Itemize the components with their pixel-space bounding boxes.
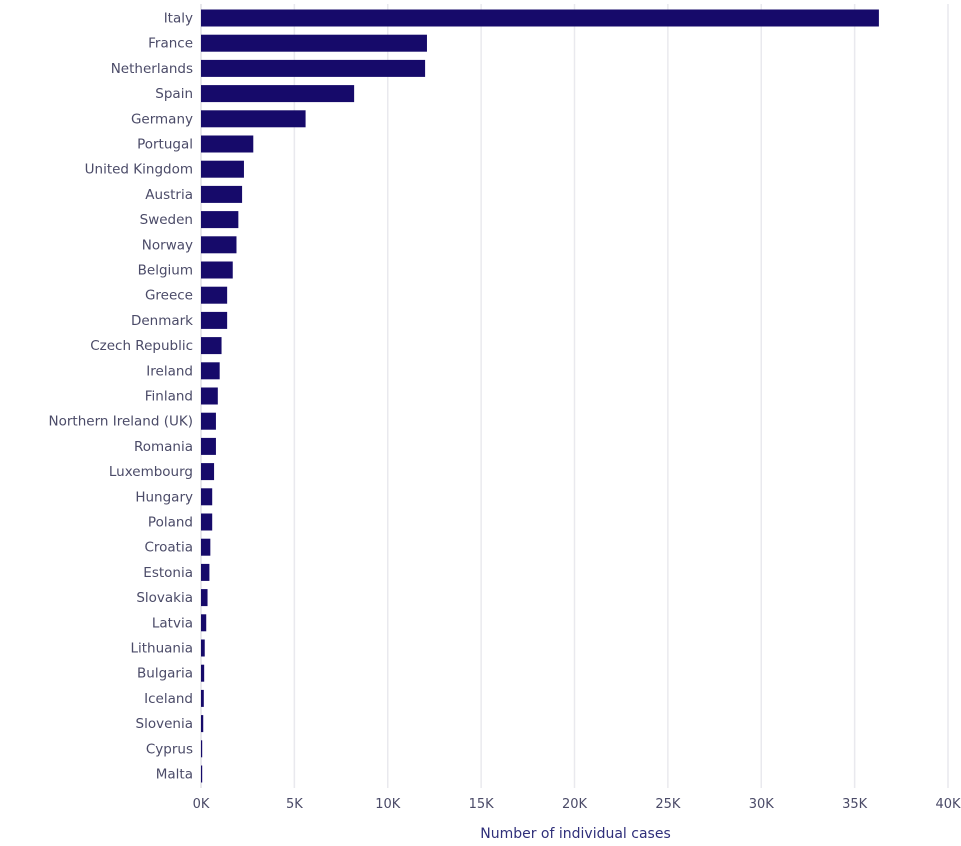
category-label: Finland xyxy=(145,389,193,405)
bars xyxy=(201,9,879,783)
category-label: Sweden xyxy=(140,212,193,228)
bar-sweden[interactable] xyxy=(201,211,239,229)
bar-italy[interactable] xyxy=(201,9,879,27)
bar-ireland[interactable] xyxy=(201,362,220,380)
bar-germany[interactable] xyxy=(201,110,306,128)
bar-poland[interactable] xyxy=(201,513,213,531)
bar-croatia[interactable] xyxy=(201,538,211,556)
category-label: Greece xyxy=(145,288,193,304)
category-label: Romania xyxy=(134,439,193,455)
category-label: Germany xyxy=(131,111,193,127)
category-label: Iceland xyxy=(144,691,193,707)
category-label: Lithuania xyxy=(130,641,193,657)
x-tick-label: 20K xyxy=(562,797,588,812)
bar-austria[interactable] xyxy=(201,185,243,203)
bar-norway[interactable] xyxy=(201,236,237,254)
category-label: Northern Ireland (UK) xyxy=(49,414,193,430)
x-tick-label: 0K xyxy=(193,797,210,812)
category-label: Portugal xyxy=(137,137,193,153)
bar-denmark[interactable] xyxy=(201,311,228,329)
x-tick-label: 10K xyxy=(375,797,401,812)
bar-estonia[interactable] xyxy=(201,563,210,581)
x-tick-label: 25K xyxy=(655,797,681,812)
bar-malta[interactable] xyxy=(201,765,203,783)
bar-france[interactable] xyxy=(201,34,427,52)
bar-slovakia[interactable] xyxy=(201,589,208,607)
category-label: Denmark xyxy=(131,313,193,329)
category-label: France xyxy=(148,36,193,52)
x-tick-label: 15K xyxy=(469,797,495,812)
category-label: Poland xyxy=(148,515,193,531)
bar-luxembourg[interactable] xyxy=(201,463,215,481)
category-label: Spain xyxy=(155,86,193,102)
bar-latvia[interactable] xyxy=(201,614,207,632)
category-label: Latvia xyxy=(152,615,193,631)
x-tick-label: 40K xyxy=(935,797,961,812)
bar-czech-republic[interactable] xyxy=(201,337,222,355)
bar-finland[interactable] xyxy=(201,387,218,405)
bar-greece[interactable] xyxy=(201,286,228,304)
x-tick-label: 5K xyxy=(286,797,303,812)
bar-bulgaria[interactable] xyxy=(201,664,205,682)
category-label: Estonia xyxy=(143,565,193,581)
category-label: Ireland xyxy=(146,363,193,379)
bar-portugal[interactable] xyxy=(201,135,254,153)
category-label: Croatia xyxy=(144,540,193,556)
bar-united-kingdom[interactable] xyxy=(201,160,244,178)
bar-iceland[interactable] xyxy=(201,689,204,707)
category-label: Hungary xyxy=(135,489,193,505)
category-label: Bulgaria xyxy=(137,666,193,682)
category-label: Netherlands xyxy=(111,61,193,77)
x-tick-label: 35K xyxy=(842,797,868,812)
category-label: Italy xyxy=(164,11,193,27)
category-label: Belgium xyxy=(138,263,193,279)
category-label: Slovakia xyxy=(136,590,193,606)
category-label: Malta xyxy=(156,767,193,783)
bar-romania[interactable] xyxy=(201,437,216,455)
category-label: Austria xyxy=(145,187,193,203)
bar-belgium[interactable] xyxy=(201,261,233,279)
bar-slovenia[interactable] xyxy=(201,715,204,733)
bar-cyprus[interactable] xyxy=(201,740,203,758)
gridlines xyxy=(200,4,949,788)
category-label: Slovenia xyxy=(136,716,193,732)
category-label: Luxembourg xyxy=(109,464,193,480)
category-label: United Kingdom xyxy=(85,162,193,178)
x-tick-label: 30K xyxy=(749,797,775,812)
category-label: Cyprus xyxy=(146,741,193,757)
bar-spain[interactable] xyxy=(201,85,355,103)
category-label: Norway xyxy=(142,237,193,253)
bar-northern-ireland-uk[interactable] xyxy=(201,412,216,430)
x-axis-ticks: 0K 5K 10K 15K 20K 25K 30K 35K 40K xyxy=(193,797,961,812)
bar-lithuania[interactable] xyxy=(201,639,205,657)
bar-netherlands[interactable] xyxy=(201,59,426,77)
category-label: Czech Republic xyxy=(90,338,193,354)
x-axis-title: Number of individual cases xyxy=(480,826,671,842)
bar-hungary[interactable] xyxy=(201,488,213,506)
category-labels: Italy France Netherlands Spain Germany Portug… xyxy=(49,11,194,783)
